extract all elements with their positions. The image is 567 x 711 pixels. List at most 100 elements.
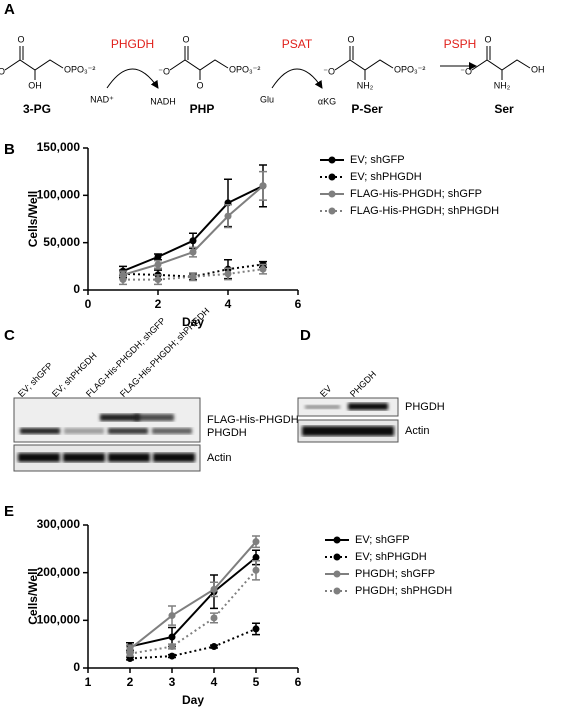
lane-label: EV [318, 384, 334, 400]
legend-marker [333, 570, 341, 578]
data-point [189, 237, 197, 245]
molecule-name: 3-PG [23, 102, 51, 116]
atom-label: ⁻O [323, 66, 335, 76]
band-label: FLAG-His-PHGDH [207, 414, 299, 426]
data-point [252, 566, 260, 574]
x-axis-label: Day [182, 693, 204, 707]
atom-label: ⁻O [0, 66, 5, 76]
x-tick-label: 4 [211, 675, 218, 689]
band [153, 453, 195, 462]
molecule-name: Ser [494, 102, 514, 116]
band [108, 453, 150, 462]
lane-label: PHGDH [348, 369, 378, 399]
atom-label: OH [531, 64, 545, 74]
band [134, 414, 174, 421]
panel-letter: D [300, 327, 311, 344]
data-point [224, 270, 232, 278]
legend-label: PHGDH; shPHGDH [355, 585, 452, 597]
molecule-name: P-Ser [351, 102, 383, 116]
y-tick-label: 100,000 [37, 188, 81, 202]
x-tick-label: 2 [155, 297, 162, 311]
series-line [129, 627, 257, 660]
data-point [252, 553, 260, 561]
x-tick-label: 0 [85, 297, 92, 311]
bond [169, 59, 229, 71]
x-tick-label: 5 [253, 675, 260, 689]
legend-label: EV; shGFP [350, 154, 405, 166]
band [348, 403, 388, 410]
band [305, 405, 340, 409]
band-label: PHGDH [405, 401, 445, 413]
atom-label: O [484, 34, 491, 44]
atom-label: O [347, 34, 354, 44]
data-point [168, 652, 176, 660]
legend-label: EV; shPHGDH [355, 551, 427, 563]
bond [471, 59, 531, 71]
data-point [119, 276, 127, 284]
enzyme: PSPH [444, 37, 477, 51]
enzyme: PSAT [282, 37, 313, 51]
band [18, 453, 60, 462]
data-point [168, 643, 176, 651]
cofactor: αKG [318, 96, 336, 106]
panel-letter: A [4, 1, 15, 18]
y-tick-label: 150,000 [37, 140, 81, 154]
band [20, 428, 60, 434]
band-label: Actin [207, 452, 231, 464]
legend-label: PHGDH; shGFP [355, 568, 435, 580]
legend-label: EV; shGFP [355, 534, 410, 546]
panel-letter: B [4, 141, 15, 158]
legend-marker [328, 207, 336, 215]
atom-label: NH₂ [357, 80, 374, 90]
data-point [189, 273, 197, 281]
band-label: Actin [405, 425, 429, 437]
legend-label: EV; shPHGDH [350, 171, 422, 183]
atom-label: ⁻O [460, 66, 472, 76]
data-point [259, 182, 267, 190]
bond [334, 59, 394, 71]
series-line [129, 569, 257, 655]
x-tick-label: 4 [225, 297, 232, 311]
data-point [154, 253, 162, 261]
band-label: PHGDH [207, 427, 247, 439]
lane-label: EV; shGFP [16, 360, 55, 399]
atom-label: OPO₃⁻² [394, 64, 425, 74]
data-point [168, 612, 176, 620]
y-tick-label: 0 [73, 660, 80, 674]
series-line [129, 556, 257, 648]
data-point [168, 633, 176, 641]
data-point [224, 212, 232, 220]
legend-marker [328, 190, 336, 198]
data-point [252, 625, 260, 633]
y-tick-label: 100,000 [37, 613, 81, 627]
data-point [259, 265, 267, 273]
panel-letter: C [4, 327, 15, 344]
y-axis-label: Cells/Well [26, 568, 40, 624]
atom-label: OPO₃⁻² [64, 64, 95, 74]
band [64, 428, 104, 434]
legend-marker [333, 536, 341, 544]
data-point [126, 650, 134, 658]
legend-label: FLAG-His-PHGDH; shGFP [350, 188, 482, 200]
band [108, 428, 148, 434]
arrow [106, 68, 159, 89]
data-point [210, 643, 218, 651]
data-point [210, 614, 218, 622]
atom-label: OPO₃⁻² [229, 64, 260, 74]
arrow [271, 68, 323, 89]
x-tick-label: 2 [127, 675, 134, 689]
x-tick-label: 6 [295, 297, 302, 311]
atom-label: ⁻O [158, 66, 170, 76]
cofactor: NAD⁺ [90, 94, 114, 104]
legend-marker [328, 173, 336, 181]
legend-label: FLAG-His-PHGDH; shPHGDH [350, 205, 499, 217]
cofactor: NADH [150, 96, 176, 106]
series-line [129, 541, 257, 650]
data-point [189, 248, 197, 256]
band [302, 426, 394, 436]
atom-label: O [182, 34, 189, 44]
y-tick-label: 50,000 [43, 235, 80, 249]
enzyme: PHGDH [111, 37, 154, 51]
x-tick-label: 1 [85, 675, 92, 689]
